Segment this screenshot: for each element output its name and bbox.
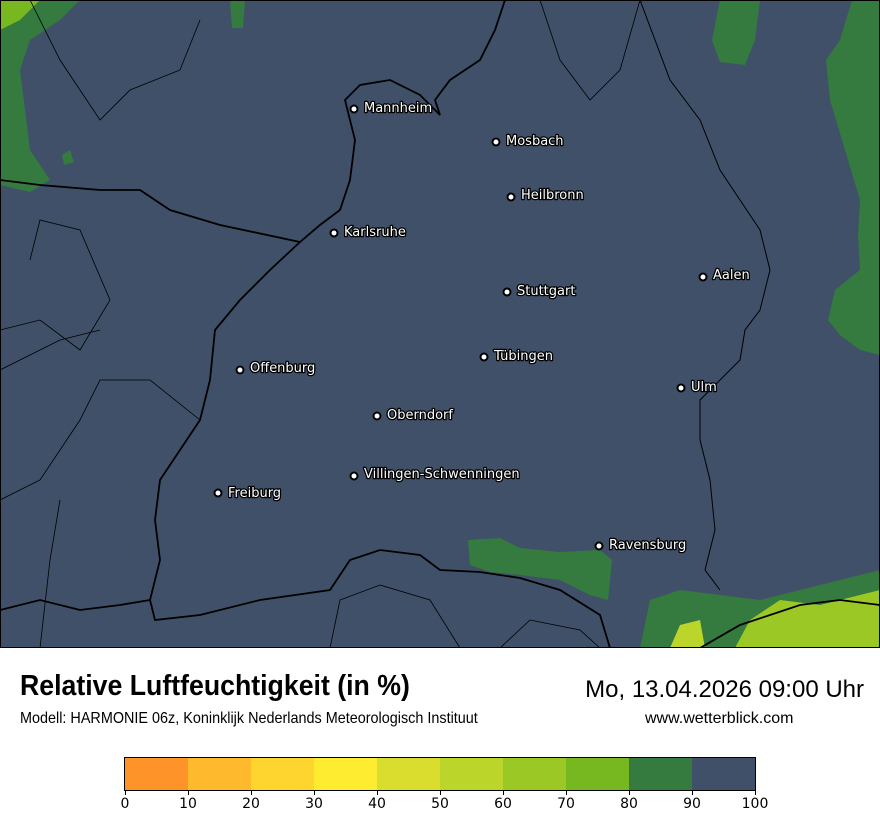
legend-tick-label: 50 (431, 796, 449, 812)
legend-tick-label: 70 (557, 796, 575, 812)
legend-tick-label: 0 (120, 796, 130, 812)
city-dot (349, 104, 359, 114)
city-dot (372, 411, 382, 421)
city-label: Offenburg (250, 361, 315, 376)
map-background (0, 0, 880, 648)
legend-tick-label: 20 (242, 796, 260, 812)
legend-colorbar (124, 757, 756, 791)
legend-tick-label: 10 (179, 796, 197, 812)
legend-tick-mark (188, 790, 189, 795)
city-dot (349, 471, 359, 481)
city-label: Mosbach (506, 134, 564, 149)
humidity-map: Mannheim Mosbach Heilbronn Karlsruhe Aal… (0, 0, 880, 648)
legend-tick-label: 40 (368, 796, 386, 812)
city-label: Tübingen (493, 349, 553, 364)
city-oberndorf[interactable]: Oberndorf (372, 407, 455, 424)
city-ravensburg[interactable]: Ravensburg (594, 537, 688, 554)
legend-tick-mark (692, 790, 693, 795)
legend-tick-label: 90 (683, 796, 701, 812)
city-label: Heilbronn (521, 188, 584, 203)
city-villingen-schwenningen[interactable]: Villingen-Schwenningen (349, 466, 521, 483)
legend-tick-mark (629, 790, 630, 795)
city-dot (479, 352, 489, 362)
legend-swatch (188, 758, 251, 790)
legend-swatch (503, 758, 566, 790)
city-label: Mannheim (364, 101, 432, 116)
legend-swatch (440, 758, 503, 790)
model-subtitle: Modell: HARMONIE 06z, Koninklijk Nederla… (20, 710, 478, 727)
legend-swatch (314, 758, 377, 790)
city-label: Stuttgart (517, 284, 575, 299)
city-markers: Mannheim Mosbach Heilbronn Karlsruhe Aal… (213, 100, 751, 554)
forecast-datetime: Mo, 13.04.2026 09:00 Uhr (585, 676, 864, 703)
legend-tick-mark (251, 790, 252, 795)
website-link[interactable]: www.wetterblick.com (645, 710, 794, 727)
city-dot (235, 365, 245, 375)
city-mannheim[interactable]: Mannheim (349, 100, 433, 117)
map-title: Relative Luftfeuchtigkeit (in %) (20, 670, 410, 702)
legend-tick-mark (125, 790, 126, 795)
legend-tick-label: 80 (620, 796, 638, 812)
city-label: Ravensburg (609, 538, 686, 553)
city-dot (491, 137, 501, 147)
city-mosbach[interactable]: Mosbach (491, 133, 565, 150)
legend-tick-mark (503, 790, 504, 795)
city-tuebingen[interactable]: Tübingen (479, 348, 554, 365)
city-dot (506, 192, 516, 202)
city-dot (329, 228, 339, 238)
legend-tick-mark (755, 790, 756, 795)
borders (0, 0, 880, 648)
legend-swatch (566, 758, 629, 790)
city-offenburg[interactable]: Offenburg (235, 360, 317, 377)
legend-tick-label: 100 (741, 796, 769, 812)
city-karlsruhe[interactable]: Karlsruhe (329, 224, 407, 241)
legend-swatch (125, 758, 188, 790)
legend-swatch (251, 758, 314, 790)
legend-tick-label: 30 (305, 796, 323, 812)
legend-tick-mark (314, 790, 315, 795)
city-ulm[interactable]: Ulm (676, 379, 718, 396)
legend-swatch (629, 758, 692, 790)
legend-tick-mark (566, 790, 567, 795)
city-dot (698, 272, 708, 282)
city-dot (213, 488, 223, 498)
legend-tick-mark (440, 790, 441, 795)
city-heilbronn[interactable]: Heilbronn (506, 187, 585, 204)
city-dot (594, 541, 604, 551)
city-label: Oberndorf (387, 408, 453, 423)
city-dot (676, 383, 686, 393)
legend-swatch (377, 758, 440, 790)
city-label: Ulm (691, 380, 717, 395)
city-dot (502, 287, 512, 297)
city-label: Karlsruhe (344, 225, 406, 240)
city-stuttgart[interactable]: Stuttgart (502, 283, 577, 300)
legend-tick-mark (377, 790, 378, 795)
city-label: Villingen-Schwenningen (364, 467, 520, 482)
city-label: Aalen (713, 268, 750, 283)
humidity-patches (0, 0, 880, 648)
city-freiburg[interactable]: Freiburg (213, 485, 282, 502)
city-aalen[interactable]: Aalen (698, 267, 751, 284)
legend-swatch (692, 758, 755, 790)
legend-tick-label: 60 (494, 796, 512, 812)
city-label: Freiburg (228, 486, 281, 501)
